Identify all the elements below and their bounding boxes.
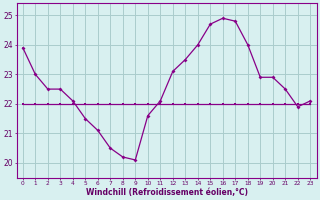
X-axis label: Windchill (Refroidissement éolien,°C): Windchill (Refroidissement éolien,°C) [85, 188, 248, 197]
